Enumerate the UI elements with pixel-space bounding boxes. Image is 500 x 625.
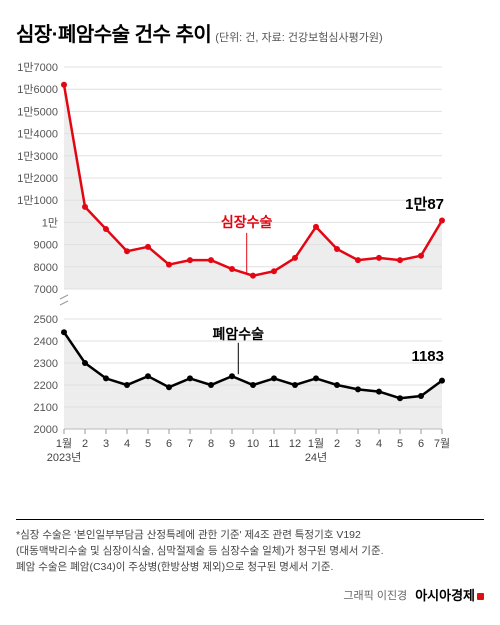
axis-break-icon — [60, 295, 68, 299]
x-tick-label: 8 — [208, 438, 214, 450]
x-tick-label: 4 — [124, 438, 130, 450]
brand-text: 아시아경제 — [415, 588, 475, 603]
x-tick-label: 12 — [289, 438, 301, 450]
footnote-line: 폐암 수술은 폐암(C34)이 주상병(한방상병 제외)으로 청구된 명세서 기… — [16, 560, 484, 576]
series-marker-lung — [292, 382, 298, 388]
y-tick-label: 7000 — [34, 284, 58, 296]
y-tick-label: 1만4000 — [17, 128, 58, 141]
y-tick-label: 2500 — [34, 314, 58, 326]
y-tick-label: 1만6000 — [17, 83, 58, 96]
series-marker-lung — [418, 393, 424, 399]
series-marker-lung — [334, 382, 340, 388]
series-marker-lung — [250, 382, 256, 388]
series-marker-heart — [250, 273, 256, 279]
x-tick-label: 9 — [229, 438, 235, 450]
series-marker-lung — [229, 373, 235, 379]
series-marker-lung — [61, 329, 67, 335]
y-tick-label: 8000 — [34, 262, 58, 274]
axis-break-icon — [60, 301, 68, 305]
series-marker-lung — [439, 378, 445, 384]
series-marker-lung — [145, 373, 151, 379]
end-label-lung: 1183 — [411, 348, 444, 365]
series-marker-heart — [418, 253, 424, 259]
x-tick-label: 6 — [418, 438, 424, 450]
y-tick-label: 1만7000 — [17, 61, 58, 74]
series-marker-heart — [166, 262, 172, 268]
series-marker-heart — [82, 204, 88, 210]
y-tick-label: 1만1000 — [17, 194, 58, 207]
series-marker-heart — [439, 217, 445, 223]
x-tick-label: 1월 — [308, 437, 324, 450]
series-marker-heart — [355, 257, 361, 263]
y-tick-label: 1만3000 — [17, 150, 58, 163]
x-tick-label: 6 — [166, 438, 172, 450]
series-marker-heart — [376, 255, 382, 261]
footnote-line: (대동맥박리수술 및 심장이식술, 심막절제술 등 심장수술 일체)가 청구된 … — [16, 544, 484, 560]
x-tick-label: 2 — [82, 438, 88, 450]
series-marker-lung — [124, 382, 130, 388]
series-marker-lung — [313, 375, 319, 381]
x-tick-label: 4 — [376, 438, 382, 450]
x-year-label: 2023년 — [47, 451, 82, 464]
series-marker-lung — [376, 389, 382, 395]
y-tick-label: 1만 — [42, 216, 58, 229]
series-marker-heart — [145, 244, 151, 250]
footnote: *심장 수술은 '본인일부부담금 산정특례에 관한 기준' 제4조 관련 특정기… — [16, 519, 484, 575]
x-tick-label: 5 — [145, 438, 151, 450]
series-marker-lung — [166, 384, 172, 390]
chart-subtitle: (단위: 건, 자료: 건강보험심사평가원) — [215, 29, 382, 45]
x-tick-label: 10 — [247, 438, 259, 450]
series-marker-heart — [187, 257, 193, 263]
series-marker-heart — [208, 257, 214, 263]
x-tick-label: 3 — [355, 438, 361, 450]
x-tick-label: 3 — [103, 438, 109, 450]
series-label-lung: 폐암수술 — [213, 326, 265, 342]
series-marker-lung — [271, 375, 277, 381]
x-tick-label: 5 — [397, 438, 403, 450]
series-marker-heart — [103, 226, 109, 232]
y-tick-label: 2200 — [34, 380, 58, 392]
lower-band — [64, 332, 442, 429]
series-marker-lung — [208, 382, 214, 388]
y-tick-label: 2100 — [34, 402, 58, 414]
series-marker-lung — [355, 386, 361, 392]
y-tick-label: 1만2000 — [17, 172, 58, 185]
series-marker-lung — [82, 360, 88, 366]
credit: 그래픽 이진경 — [343, 587, 407, 603]
series-marker-lung — [397, 395, 403, 401]
series-marker-lung — [103, 375, 109, 381]
brand-logo: 아시아경제 — [415, 585, 484, 604]
end-label-heart: 1만87 — [405, 196, 444, 213]
series-marker-heart — [229, 266, 235, 272]
y-tick-label: 1만5000 — [17, 105, 58, 118]
x-tick-label: 2 — [334, 438, 340, 450]
chart-area: 1만70001만60001만50001만40001만30001만20001만10… — [16, 59, 484, 509]
x-tick-label: 7월 — [434, 437, 450, 450]
footnote-line: *심장 수술은 '본인일부부담금 산정특례에 관한 기준' 제4조 관련 특정기… — [16, 528, 484, 544]
x-tick-label: 1월 — [56, 437, 72, 450]
series-marker-lung — [187, 375, 193, 381]
y-tick-label: 2400 — [34, 336, 58, 348]
y-tick-label: 2000 — [34, 424, 58, 436]
y-tick-label: 9000 — [34, 240, 58, 252]
series-marker-heart — [292, 255, 298, 261]
x-tick-label: 11 — [268, 438, 279, 450]
series-marker-heart — [124, 248, 130, 254]
chart-svg: 1만70001만60001만50001만40001만30001만20001만10… — [16, 59, 484, 509]
series-marker-heart — [397, 257, 403, 263]
series-marker-heart — [313, 224, 319, 230]
series-marker-heart — [271, 268, 277, 274]
series-marker-heart — [334, 246, 340, 252]
y-tick-label: 2300 — [34, 358, 58, 370]
chart-title: 심장·폐암수술 건수 추이 — [16, 18, 211, 47]
series-label-heart: 심장수술 — [221, 214, 273, 230]
x-year-label: 24년 — [305, 451, 327, 464]
x-tick-label: 7 — [187, 438, 193, 450]
brand-mark-icon — [477, 593, 484, 600]
series-marker-heart — [61, 82, 67, 88]
